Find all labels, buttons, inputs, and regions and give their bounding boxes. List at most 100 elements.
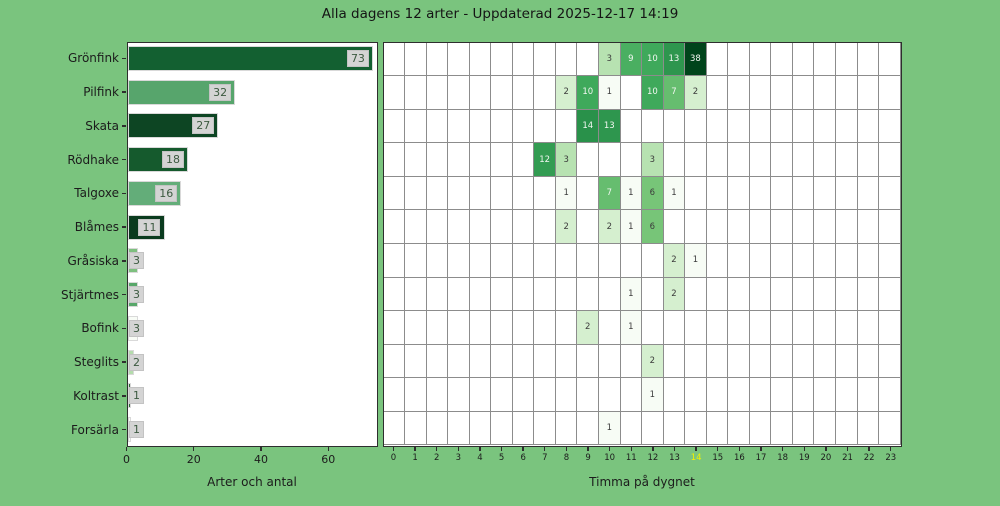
heatmap-cell-empty: [405, 311, 427, 345]
heatmap-cell-empty: [663, 143, 686, 177]
heatmap-cell-empty: [706, 176, 729, 211]
heatmap-cell-empty: [448, 277, 470, 312]
heatmap-cell-empty: [469, 210, 492, 244]
heatmap-cell-empty: [771, 311, 793, 345]
heatmap-cell-empty: [512, 277, 535, 312]
heatmap-cell-empty: [491, 311, 513, 345]
heatmap-cell-empty: [405, 243, 427, 278]
hour-tick-mark: [717, 446, 719, 451]
heatmap-cell-empty: [469, 378, 492, 412]
heatmap-cell-blåmes-h10: 2: [599, 210, 621, 244]
heatmap-cell-empty: [879, 42, 901, 77]
heatmap-cell-pilfink-h13: 7: [663, 76, 686, 110]
heatmap-cell-empty: [620, 143, 643, 177]
y-tick-mark: [122, 57, 126, 60]
y-tick-mark: [122, 158, 126, 161]
heatmap-cell-empty: [835, 176, 858, 211]
heatmap-cell-pilfink-h9: 10: [577, 76, 599, 110]
heatmap-cell-empty: [771, 411, 793, 446]
hour-tick-mark: [414, 446, 416, 451]
heatmap-cell-empty: [728, 277, 750, 312]
heatmap-cell-rödhake-h8: 3: [555, 143, 578, 177]
heatmap-cell-empty: [814, 42, 836, 77]
heatmap-cell-gråsiska-h13: 2: [663, 243, 686, 278]
heatmap-cell-empty: [383, 344, 406, 379]
heatmap-cell-empty: [469, 76, 492, 110]
heatmap-cell-empty: [835, 411, 858, 446]
heatmap-cell-empty: [491, 277, 513, 312]
heatmap-cell-grönfink-h14: 38: [685, 42, 707, 77]
hour-tick-mark: [565, 446, 568, 451]
heatmap-cell-empty: [448, 344, 470, 379]
heatmap-cell-empty: [448, 176, 470, 211]
heatmap-cell-blåmes-h8: 2: [555, 210, 578, 244]
heatmap-cell-empty: [620, 243, 643, 278]
heatmap-cell-empty: [835, 311, 858, 345]
heatmap-cell-empty: [835, 42, 858, 77]
x-tick-mark: [327, 446, 329, 451]
heatmap-cell-empty: [685, 176, 707, 211]
heatmap-cell-empty: [792, 411, 815, 446]
hour-tick-mark: [652, 446, 654, 451]
heatmap-cell-empty: [405, 76, 427, 110]
heatmap-cell-empty: [706, 243, 729, 278]
x-tick-label-20: 20: [186, 452, 201, 466]
heatmap-cell-empty: [879, 378, 901, 412]
heatmap-cell-skata-h10: 13: [599, 109, 621, 144]
heatmap-cell-empty: [577, 411, 599, 446]
heatmap-cell-empty: [879, 143, 901, 177]
heatmap-cell-empty: [534, 344, 556, 379]
heatmap-cell-empty: [512, 311, 535, 345]
heatmap-cell-empty: [512, 344, 535, 379]
heatmap-cell-empty: [857, 76, 880, 110]
x-tick-label-0: 0: [123, 452, 130, 466]
heatmap-cell-empty: [512, 109, 535, 144]
heatmap-cell-empty: [534, 411, 556, 446]
heatmap-cell-empty: [512, 243, 535, 278]
heatmap-cell-empty: [534, 76, 556, 110]
heatmap-cell-talgoxe-h13: 1: [663, 176, 686, 211]
heatmap-cell-empty: [426, 243, 449, 278]
heatmap-cell-empty: [835, 210, 858, 244]
heatmap-cell-empty: [577, 143, 599, 177]
category-label-steglits: Steglits: [74, 355, 119, 370]
heatmap-cell-pilfink-h14: 2: [685, 76, 707, 110]
bar-value-label: 3: [129, 286, 144, 304]
heatmap-cell-empty: [469, 411, 492, 446]
heatmap-cell-empty: [405, 277, 427, 312]
heatmap-cell-empty: [491, 344, 513, 379]
heatmap-cell-empty: [792, 378, 815, 412]
heatmap-cell-empty: [706, 344, 729, 379]
heatmap-cell-empty: [642, 109, 664, 144]
hour-tick-mark: [457, 446, 459, 451]
heatmap-cell-empty: [835, 277, 858, 312]
heatmap-cell-empty: [663, 210, 686, 244]
heatmap-cell-empty: [792, 109, 815, 144]
heatmap-cell-empty: [426, 76, 449, 110]
heatmap-cell-empty: [749, 42, 772, 77]
heatmap-cell-empty: [706, 109, 729, 144]
heatmap-cell-empty: [857, 109, 880, 144]
hour-tick-mark: [738, 446, 741, 451]
heatmap-cell-empty: [383, 76, 406, 110]
heatmap-cell-bofink-h9: 2: [577, 311, 599, 345]
heatmap-cell-empty: [426, 210, 449, 244]
heatmap-cell-blåmes-h11: 1: [620, 210, 643, 244]
heatmap-cell-empty: [771, 143, 793, 177]
heatmap-cell-pilfink-h12: 10: [642, 76, 664, 110]
heatmap-cell-empty: [555, 411, 578, 446]
hour-tick-mark: [587, 446, 589, 451]
heatmap-cell-empty: [749, 109, 772, 144]
heatmap-cell-empty: [728, 344, 750, 379]
heatmap-cell-empty: [728, 76, 750, 110]
heatmap-cell-empty: [448, 210, 470, 244]
heatmap-cell-empty: [685, 344, 707, 379]
heatmap-cell-empty: [792, 243, 815, 278]
y-tick-mark: [122, 428, 126, 431]
heatmap-cell-empty: [448, 143, 470, 177]
hour-tick-label-4: 4: [477, 452, 483, 463]
heatmap-cell-empty: [405, 378, 427, 412]
heatmap-cell-empty: [577, 344, 599, 379]
heatmap-cell-empty: [685, 378, 707, 412]
bar-value-label: 3: [129, 252, 144, 270]
